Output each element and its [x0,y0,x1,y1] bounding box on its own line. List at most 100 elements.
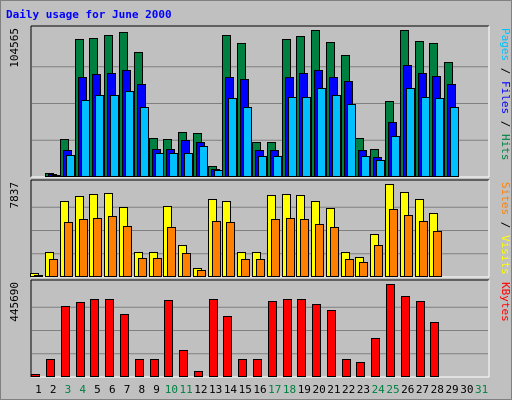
bar-pages-day-17 [273,156,282,177]
bar-pages-day-19 [302,97,311,177]
bar-kbytes-day-13 [209,299,218,377]
bar-sites-day-23 [359,262,368,277]
day-label-9: 9 [153,383,160,396]
bar-pages-day-16 [258,156,267,177]
series-legend: Pages / Files / Hits [499,28,512,161]
bar-sites-day-4 [79,219,88,277]
bar-sites-day-20 [315,224,324,277]
bar-sites-day-27 [419,221,428,277]
bar-pages-day-6 [110,95,119,177]
bar-kbytes-day-12 [194,371,203,377]
day-label-10: 10 [165,383,178,396]
day-label-18: 18 [283,383,296,396]
bar-pages-day-11 [184,153,193,177]
bar-kbytes-day-7 [120,314,129,377]
bar-kbytes-day-23 [356,362,365,377]
bar-sites-day-7 [123,226,132,277]
bar-pages-day-13 [214,170,223,177]
bar-sites-day-17 [271,219,280,277]
bar-kbytes-day-6 [105,299,114,377]
bar-kbytes-day-22 [342,359,351,377]
bar-kbytes-day-27 [416,301,425,377]
bar-kbytes-day-16 [253,359,262,377]
day-label-20: 20 [312,383,325,396]
bar-kbytes-day-4 [76,302,85,377]
day-label-25: 25 [386,383,399,396]
bar-sites-day-18 [286,218,295,277]
day-label-30: 30 [460,383,473,396]
bar-sites-day-19 [300,219,309,277]
legend-part: Pages [499,28,512,61]
bar-kbytes-day-8 [135,359,144,377]
bar-kbytes-day-3 [61,306,70,377]
bar-kbytes-day-11 [179,350,188,377]
legend-part: Files [499,81,512,114]
panel-sites-visits: 7837 Sites / Visits [8,179,512,278]
day-label-6: 6 [109,383,116,396]
legend-part: KBytes [499,282,512,322]
bar-kbytes-day-21 [327,310,336,377]
day-label-13: 13 [209,383,222,396]
bar-pages-day-7 [125,91,134,177]
bar-sites-day-21 [330,227,339,277]
bar-kbytes-day-18 [283,299,292,377]
bar-sites-day-3 [64,222,73,277]
bar-pages-day-23 [361,156,370,177]
day-label-12: 12 [194,383,207,396]
panel-pages-files-hits: 104565 Pages / Files / Hits [8,25,512,178]
day-label-28: 28 [431,383,444,396]
bar-kbytes-day-24 [371,338,380,377]
day-label-8: 8 [138,383,145,396]
bar-pages-day-21 [332,95,341,177]
bar-kbytes-day-20 [312,304,321,377]
day-label-22: 22 [342,383,355,396]
day-label-3: 3 [65,383,72,396]
bar-sites-day-12 [197,270,206,277]
bar-pages-day-28 [435,98,444,177]
bar-sites-day-16 [256,259,265,277]
bar-sites-day-13 [212,221,221,277]
day-label-1: 1 [35,383,42,396]
day-label-24: 24 [372,383,386,396]
bar-sites-day-14 [226,222,235,277]
bar-sites-day-25 [389,209,398,277]
bar-sites-day-1 [34,275,43,277]
series-legend: KBytes [499,282,512,322]
bar-pages-day-29 [450,107,459,177]
bar-sites-day-11 [182,253,191,277]
bar-sites-day-8 [138,258,147,277]
y-max-label: 445690 [8,282,21,322]
day-label-23: 23 [357,383,370,396]
bar-pages-day-5 [95,95,104,177]
series-legend: Sites / Visits [499,182,512,275]
bar-sites-day-28 [433,231,442,277]
bar-kbytes-day-19 [297,299,306,377]
legend-part: / [499,114,512,134]
bar-sites-day-24 [374,245,383,277]
bar-kbytes-day-2 [46,359,55,377]
bar-pages-day-25 [391,136,400,177]
x-axis-day-labels: 1 2 3 4 5 6 7 8 9 10 11 12 13 14 15 16 17 18 19 20 21 22 23 24 2… [35,383,488,396]
day-label-14: 14 [224,383,238,396]
bar-kbytes-day-14 [223,316,232,377]
bar-pages-day-20 [317,88,326,177]
bar-sites-day-2 [49,259,58,277]
bar-sites-day-26 [404,215,413,277]
bar-pages-day-18 [288,97,297,177]
day-label-15: 15 [239,383,252,396]
bar-sites-day-22 [345,259,354,277]
bar-pages-day-26 [406,88,415,177]
day-label-4: 4 [79,383,86,396]
day-label-11: 11 [180,383,193,396]
day-label-29: 29 [445,383,458,396]
day-label-26: 26 [401,383,414,396]
bar-pages-day-10 [169,153,178,177]
day-label-16: 16 [253,383,266,396]
bar-pages-day-9 [155,153,164,177]
bar-kbytes-day-15 [238,359,247,377]
bar-pages-day-3 [66,155,75,177]
bar-pages-day-4 [81,100,90,177]
legend-part: Sites [499,182,512,215]
bar-pages-day-2 [51,175,60,177]
